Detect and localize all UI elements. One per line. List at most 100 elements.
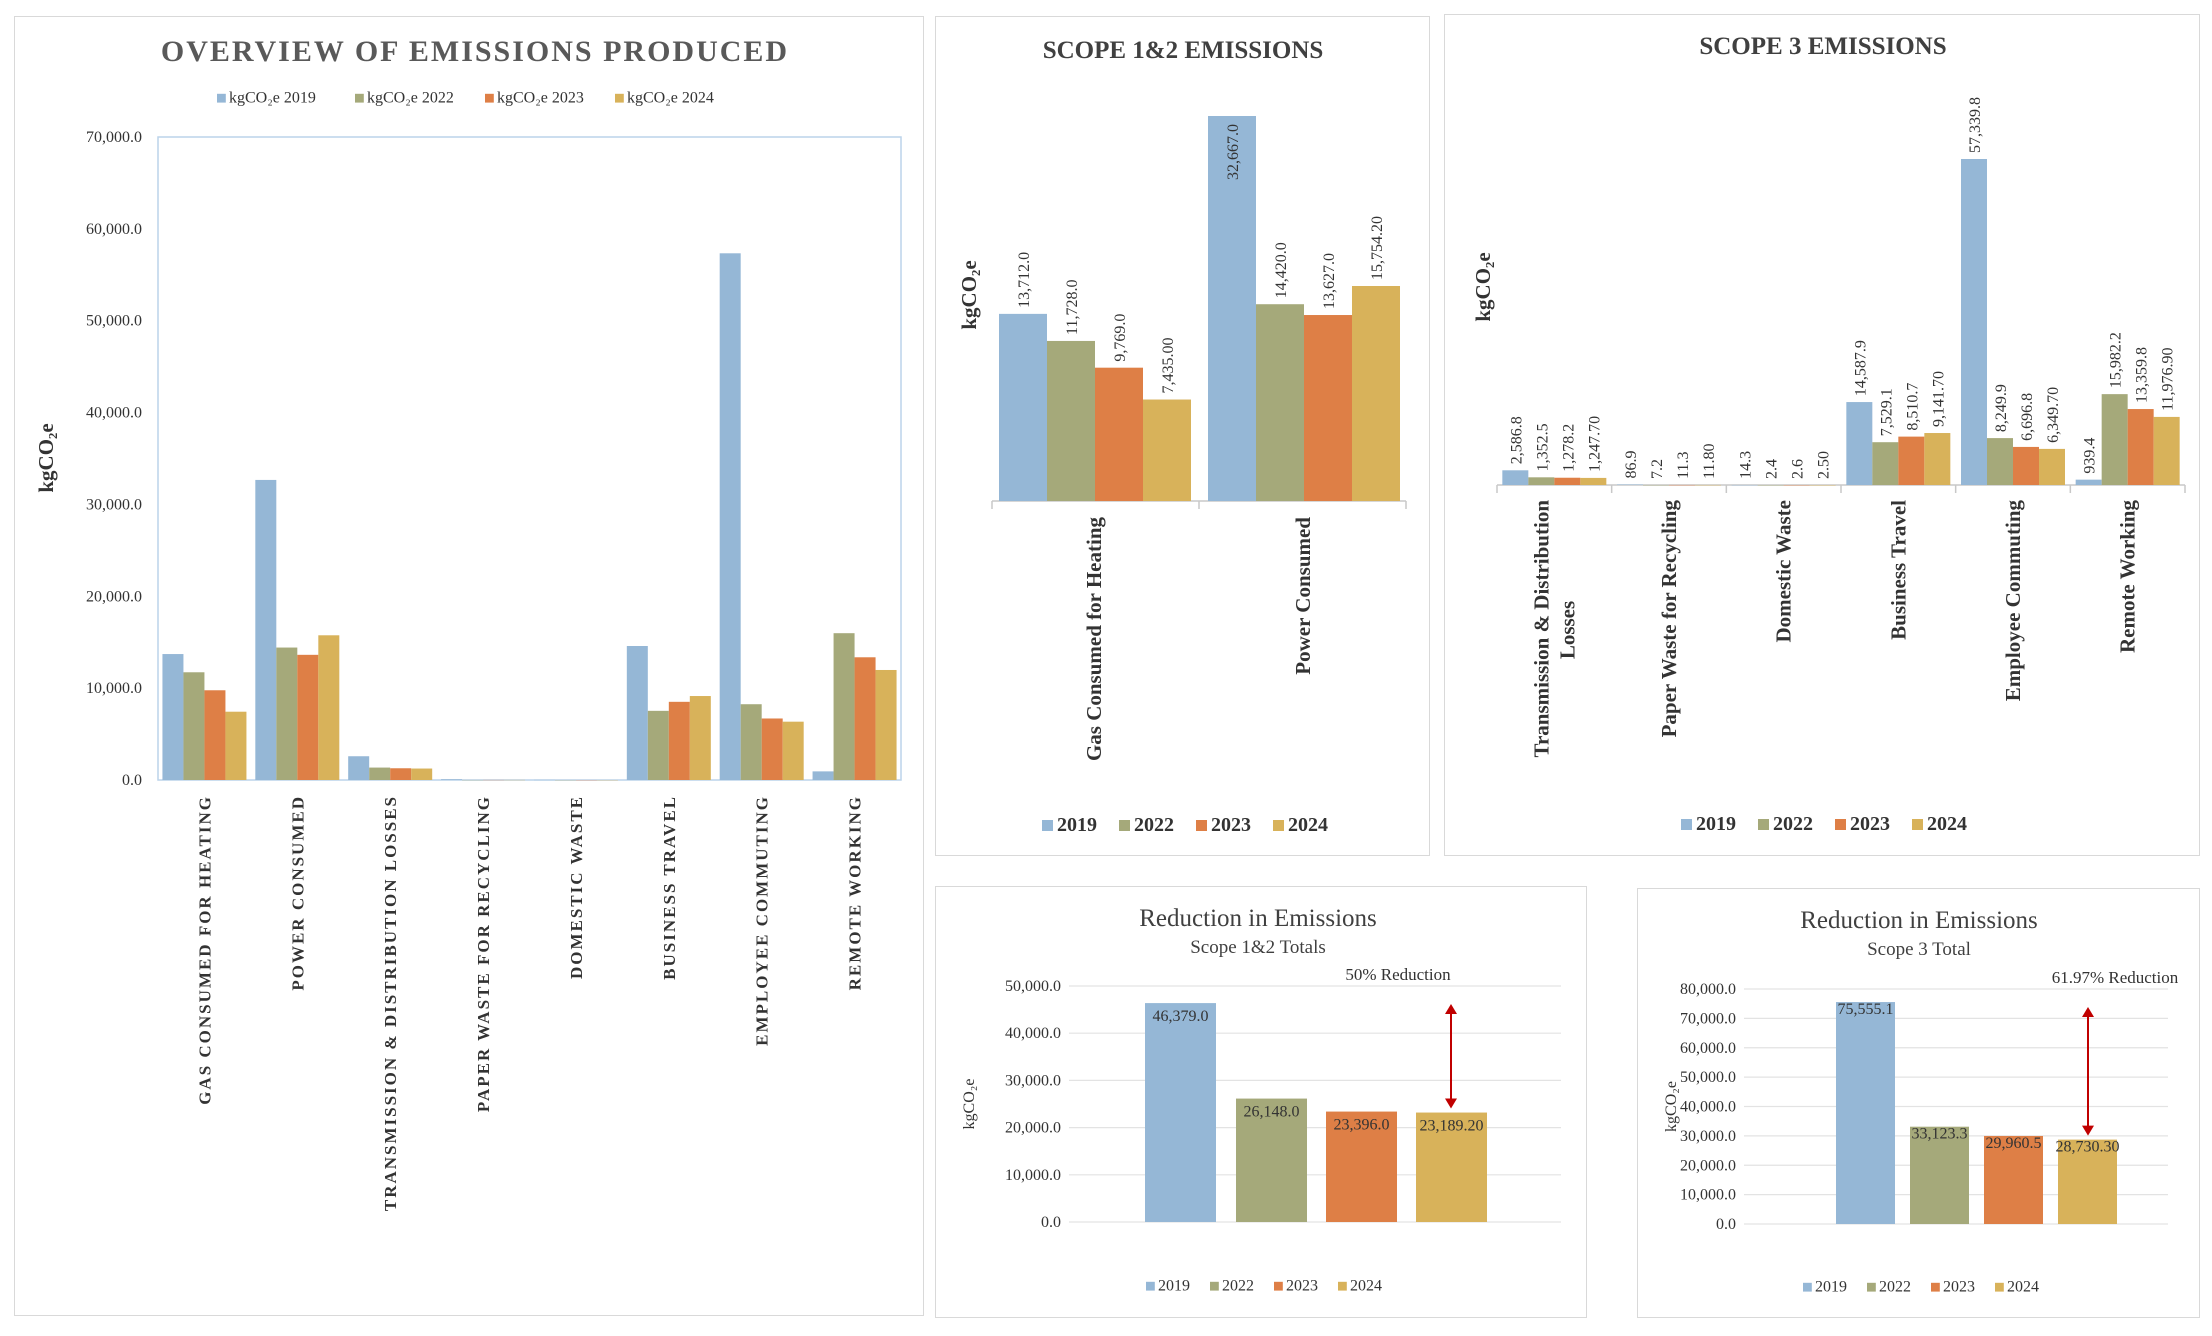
y-tick-label: 0.0	[122, 772, 142, 789]
y-tick-label: 50,000.0	[86, 313, 142, 330]
scope3-chart-panel: SCOPE 3 EMISSIONS kgCO₂e 2,586.8 1,352.5 1,2…	[1444, 14, 2200, 856]
x-tick-label: Paper Waste for Recycling	[1657, 500, 1681, 738]
legend-swatch-1	[1210, 1281, 1219, 1291]
legend-swatch-2	[1274, 1281, 1283, 1291]
chart-title: OVERVIEW OF EMISSIONS PRODUCED	[161, 35, 789, 68]
legend-label-1: 2022	[1222, 1278, 1254, 1295]
legend-label-1: kgCO₂e 2022	[367, 90, 454, 107]
bar	[390, 768, 412, 780]
x-tick-label: BUSINESS TRAVEL	[660, 795, 679, 980]
bar	[1502, 470, 1529, 485]
bar	[318, 635, 340, 780]
reduction3-chart: Reduction in Emissions Scope 3 Total 80,00…	[1663, 907, 2179, 1296]
bar	[1236, 1098, 1307, 1222]
legend-swatch-3	[615, 93, 624, 103]
x-tick-label: Employee Commuting	[2001, 500, 2025, 702]
y-tick-label: 80,000.0	[1680, 981, 1736, 998]
bar	[2075, 479, 2102, 485]
data-label: 11,976.90	[2160, 348, 2177, 411]
legend-swatch-1	[1867, 1282, 1876, 1292]
legend-swatch-3	[1912, 819, 1923, 830]
legend-label-2: 2023	[1211, 814, 1251, 836]
x-tick-label: DOMESTIC WASTE	[567, 795, 586, 979]
y-tick-label: 70,000.0	[1680, 1010, 1736, 1027]
data-label: 9,141.70	[1930, 371, 1947, 427]
x-tick-label: REMOTE WORKING	[846, 795, 865, 990]
bar	[348, 756, 370, 780]
reduction12-chart: Reduction in Emissions Scope 1&2 Totals 50…	[961, 905, 1561, 1295]
y-axis-label: kgCO₂e	[1663, 1081, 1680, 1132]
x-tick-label: Business Travel	[1886, 500, 1910, 640]
bar	[411, 768, 433, 780]
data-label: 9,769.0	[1112, 314, 1129, 362]
x-tick-label: EMPLOYEE COMMUTING	[753, 795, 772, 1046]
y-tick-label: 0.0	[1041, 1214, 1061, 1231]
y-tick-label: 10,000.0	[1005, 1167, 1061, 1184]
bar	[162, 654, 184, 780]
data-label: 8,249.9	[1993, 384, 2010, 432]
bar	[1304, 315, 1352, 501]
bar	[1256, 304, 1304, 501]
legend-label-3: 2024	[1288, 814, 1328, 836]
y-tick-label: 30,000.0	[1005, 1072, 1061, 1089]
bar	[854, 657, 876, 780]
legend-label-3: 2024	[2007, 1279, 2039, 1296]
data-label: 32,667.0	[1225, 124, 1242, 180]
legend-swatch-0	[1146, 1281, 1155, 1291]
data-label: 13,712.0	[1016, 252, 1033, 308]
legend-label-0: 2019	[1815, 1279, 1847, 1296]
x-tick-label: Remote Working	[2116, 500, 2140, 654]
data-label: 23,189.20	[1420, 1118, 1484, 1135]
bar	[1987, 438, 2013, 485]
data-label: 11.3	[1675, 452, 1692, 479]
legend-swatch-0	[1803, 1282, 1812, 1292]
bar	[297, 654, 319, 780]
bar	[1961, 159, 1987, 485]
x-tick-label: Power Consumed	[1291, 517, 1315, 675]
y-tick-label: 0.0	[1716, 1216, 1736, 1233]
y-tick-label: 40,000.0	[1005, 1025, 1061, 1042]
reduction-arrow-head-down	[2082, 1125, 2094, 1136]
data-label: 13,627.0	[1321, 253, 1338, 309]
annotation-label: 50% Reduction	[1345, 965, 1451, 984]
legend-label-0: 2019	[1696, 813, 1736, 835]
legend-swatch-3	[1338, 1281, 1347, 1291]
chart-subtitle: Scope 1&2 Totals	[1190, 937, 1326, 958]
data-label: 14.3	[1738, 451, 1755, 479]
legend-swatch-2	[485, 93, 494, 103]
x-tick-label: TRANSMISSION & DISTRIBUTION LOSSES	[381, 795, 400, 1211]
y-tick-label: 60,000.0	[86, 221, 142, 238]
data-label: 2.4	[1764, 459, 1781, 479]
scope12-chart: SCOPE 1&2 EMISSIONS kgCO₂e 13,712.0 11,728.…	[957, 37, 1407, 836]
data-label: 11,728.0	[1064, 280, 1081, 335]
reduction-arrow-head-down	[1445, 1098, 1457, 1109]
bar	[812, 771, 834, 780]
data-label: 15,982.2	[2108, 332, 2125, 388]
data-label: 1,352.5	[1534, 423, 1551, 471]
data-label: 33,123.3	[1912, 1126, 1968, 1143]
y-tick-label: 70,000.0	[86, 129, 142, 146]
chart-title: Reduction in Emissions	[1800, 907, 2038, 934]
data-label: 8,510.7	[1904, 383, 1921, 431]
data-label: 1,278.2	[1560, 424, 1577, 472]
legend-swatch-0	[1042, 820, 1053, 831]
annotation-label: 61.97% Reduction	[2052, 968, 2179, 987]
overview-chart-panel: OVERVIEW OF EMISSIONS PRODUCED kgCO₂e 201…	[14, 16, 924, 1316]
legend-label-0: 2019	[1057, 814, 1097, 836]
x-tick-label: Losses	[1555, 601, 1579, 659]
chart-title: SCOPE 1&2 EMISSIONS	[1043, 37, 1324, 64]
data-label: 11.80	[1701, 444, 1718, 479]
data-label: 57,339.8	[1967, 97, 1984, 153]
legend-label-0: 2019	[1158, 1278, 1190, 1295]
data-label: 2,586.8	[1508, 416, 1525, 464]
x-tick-label: GAS CONSUMED FOR HEATING	[195, 795, 214, 1105]
scope3-chart: SCOPE 3 EMISSIONS kgCO₂e 2,586.8 1,352.5 1,2…	[1471, 33, 2186, 835]
bar	[647, 710, 669, 780]
y-tick-label: 30,000.0	[86, 496, 142, 513]
data-label: 939.4	[2082, 438, 2099, 474]
y-tick-label: 20,000.0	[1005, 1120, 1061, 1137]
y-tick-label: 50,000.0	[1005, 978, 1061, 995]
legend-swatch-0	[1681, 819, 1692, 830]
legend-label-3: 2024	[1927, 813, 1967, 835]
bar	[1554, 477, 1581, 485]
